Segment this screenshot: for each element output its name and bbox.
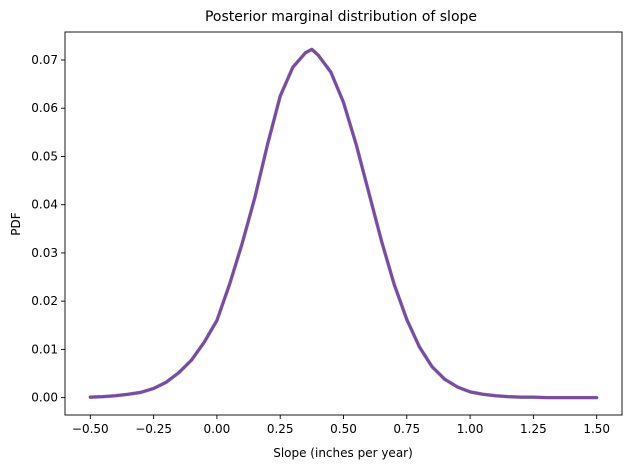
- x-tick-label: 1.50: [583, 422, 610, 436]
- x-tick-label: 0.75: [393, 422, 420, 436]
- x-tick-label: 0.50: [330, 422, 357, 436]
- y-tick-label: 0.00: [31, 391, 58, 405]
- y-tick-label: 0.01: [31, 342, 58, 356]
- x-tick-label: 0.00: [204, 422, 231, 436]
- x-tick-label: 1.25: [520, 422, 547, 436]
- y-tick-label: 0.03: [31, 246, 58, 260]
- plot-area: [88, 47, 599, 400]
- y-tick-label: 0.06: [31, 101, 58, 115]
- x-axis: −0.50 −0.25 0.00 0.25 0.50 0.75 1.00 1.25 1.50: [72, 415, 610, 436]
- y-axis-label: PDF: [9, 212, 23, 235]
- x-axis-label: Slope (inches per year): [273, 446, 413, 460]
- series-line: [88, 47, 599, 400]
- plot-frame: [64, 31, 623, 416]
- y-axis: 0.00 0.01 0.02 0.03 0.04 0.05 0.06 0.07: [31, 53, 65, 405]
- x-tick-label: 1.00: [457, 422, 484, 436]
- x-tick-label: 0.25: [267, 422, 294, 436]
- y-tick-label: 0.05: [31, 149, 58, 163]
- x-tick-label: −0.25: [135, 422, 172, 436]
- y-tick-label: 0.02: [31, 294, 58, 308]
- chart-title: Posterior marginal distribution of slope: [205, 9, 477, 25]
- y-tick-label: 0.04: [31, 198, 58, 212]
- y-tick-label: 0.07: [31, 53, 58, 67]
- x-tick-label: −0.50: [72, 422, 109, 436]
